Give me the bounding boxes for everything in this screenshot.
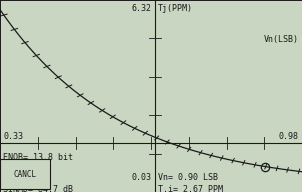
Text: SINAD= 84.7 dB: SINAD= 84.7 dB [3, 185, 73, 192]
FancyBboxPatch shape [0, 159, 50, 189]
Text: 6.32: 6.32 [132, 4, 152, 13]
Text: 0.33: 0.33 [3, 132, 23, 141]
Text: CANCL: CANCL [13, 170, 37, 179]
Text: ENOB= 13.8 bit: ENOB= 13.8 bit [3, 153, 73, 162]
Text: 0.98: 0.98 [279, 132, 299, 141]
Text: Tj(PPM): Tj(PPM) [158, 4, 193, 13]
Text: Vn(LSB): Vn(LSB) [264, 35, 299, 44]
Text: Vn= 0.90 LSB
T.i= 2.67 PPM: Vn= 0.90 LSB T.i= 2.67 PPM [158, 173, 223, 192]
Text: 0.03: 0.03 [132, 173, 152, 182]
